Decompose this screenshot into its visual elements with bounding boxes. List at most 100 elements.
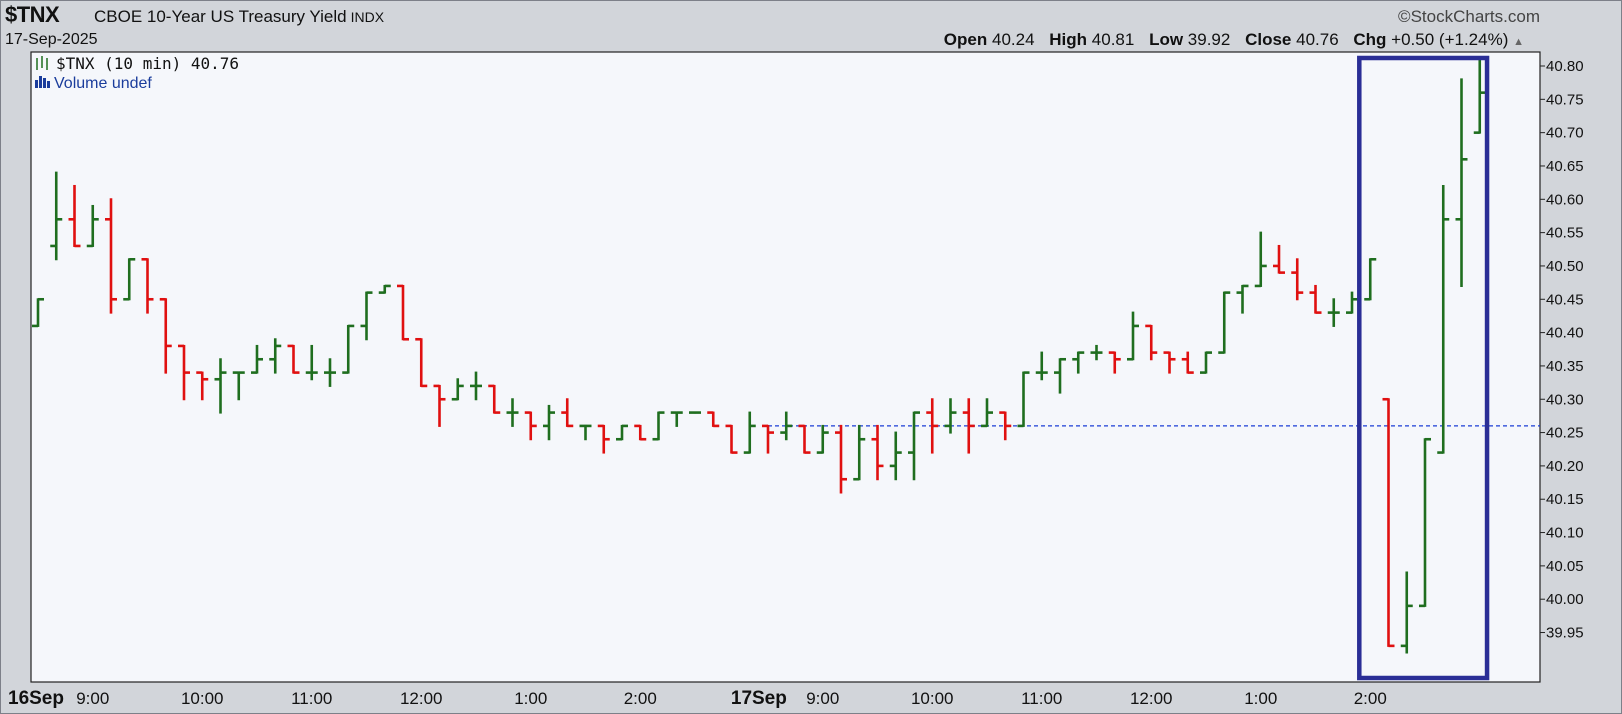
ohlc-bar xyxy=(835,424,847,494)
ohlc-bar xyxy=(1309,284,1322,314)
ohlc-bar xyxy=(1400,571,1413,654)
ohlc-bar xyxy=(269,338,282,374)
y-tick-label: 40.65 xyxy=(1546,158,1584,175)
y-tick-label: 40.15 xyxy=(1546,491,1584,508)
ohlc-bar xyxy=(1382,397,1395,648)
ohlc-bar xyxy=(908,411,920,481)
highlight-box-group xyxy=(1357,55,1490,681)
ohlc-bar xyxy=(1218,291,1231,354)
ohlc-bar xyxy=(1455,78,1468,287)
high-label: High xyxy=(1049,30,1088,49)
ohlc-bar xyxy=(543,404,555,441)
y-tick-label: 40.75 xyxy=(1546,91,1584,108)
ohlc-bar xyxy=(1327,298,1340,327)
close-value: 40.76 xyxy=(1296,30,1339,49)
x-tick-label: 17Sep xyxy=(731,688,787,709)
y-tick-label: 40.60 xyxy=(1546,191,1584,208)
ohlc-bar xyxy=(32,297,44,328)
price-legend-icon xyxy=(36,56,48,70)
ohlc-bar xyxy=(1346,291,1358,314)
x-tick-label: 11:00 xyxy=(1021,689,1062,708)
plot-area xyxy=(30,51,1541,683)
brand-watermark: ©StockCharts.com xyxy=(1398,7,1540,26)
ohlc-bar xyxy=(123,257,136,301)
y-tick-label: 39.95 xyxy=(1546,625,1584,642)
x-tick-label: 2:00 xyxy=(624,689,657,708)
open-value: 40.24 xyxy=(991,30,1035,49)
ohlc-bar xyxy=(634,424,647,441)
ohlc-bar xyxy=(415,337,428,388)
y-tick-label: 40.25 xyxy=(1546,425,1584,442)
ohlc-bar xyxy=(616,424,628,441)
ohlc-bar xyxy=(670,411,683,427)
instrument-name: CBOE 10-Year US Treasury Yield INDX xyxy=(94,7,384,27)
ohlc-bar xyxy=(1181,351,1194,374)
instrument-name-text: CBOE 10-Year US Treasury Yield xyxy=(94,7,347,26)
x-tick-label: 12:00 xyxy=(400,689,443,708)
ohlc-bar xyxy=(433,384,446,427)
close-label: Close xyxy=(1245,30,1292,49)
ohlc-bar xyxy=(999,411,1012,441)
ohlc-bar xyxy=(743,411,756,454)
y-tick-label: 40.70 xyxy=(1546,125,1584,142)
ohlc-bar xyxy=(707,411,720,428)
ohlc-bar xyxy=(360,291,373,341)
ohlc-bar xyxy=(1145,324,1158,361)
volume-legend-label: Volume undef xyxy=(54,75,152,92)
ohlc-bar xyxy=(397,284,409,341)
ohlc-bar xyxy=(689,411,701,414)
ohlc-bar xyxy=(561,398,574,428)
chart-date: 17-Sep-2025 xyxy=(5,31,98,48)
ohlc-bar xyxy=(451,378,464,401)
y-tick-label: 40.05 xyxy=(1546,558,1584,575)
ohlc-bar xyxy=(50,171,63,261)
ohlc-bar xyxy=(762,424,774,454)
y-tick-label: 40.30 xyxy=(1546,391,1584,408)
ohlc-bar xyxy=(105,198,117,314)
open-label: Open xyxy=(943,30,988,49)
x-tick-label: 12:00 xyxy=(1130,689,1173,708)
x-tick-label: 9:00 xyxy=(806,689,839,708)
ohlc-bar xyxy=(378,284,391,294)
ohlc-bar xyxy=(86,204,99,248)
legend: $TNX (10 min) 40.76 Volume undef xyxy=(35,54,239,92)
ohlc-bar xyxy=(287,344,300,374)
ohlc-bar xyxy=(524,411,537,441)
ohlc-bar xyxy=(1419,437,1431,608)
symbol-title: $TNX xyxy=(5,2,60,27)
ohlc-bar xyxy=(251,344,263,374)
ohlc-bar xyxy=(470,371,482,401)
ohlc-bar xyxy=(853,424,866,481)
y-tick-label: 40.80 xyxy=(1546,58,1584,75)
y-tick-label: 40.55 xyxy=(1546,225,1584,242)
ohlc-bar xyxy=(488,384,501,414)
ohlc-readout: Open 40.24 High 40.81 Low 39.92 Close 40… xyxy=(944,30,1524,50)
ohlc-bar xyxy=(68,184,81,248)
ohlc-bar xyxy=(1236,284,1249,314)
ohlc-bar xyxy=(1364,257,1377,301)
ohlc-bar xyxy=(725,424,738,454)
ohlc-bar xyxy=(1090,344,1103,361)
ohlc-bar xyxy=(214,358,227,414)
y-tick-label: 40.35 xyxy=(1546,358,1584,375)
change-value: +0.50 (+1.24%) xyxy=(1391,30,1509,49)
volume-legend-icon xyxy=(35,76,50,88)
ohlc-bar xyxy=(652,411,665,441)
ohlc-bar xyxy=(1035,351,1048,381)
ohlc-bar xyxy=(1291,258,1304,301)
ohlc-bar xyxy=(981,398,993,428)
ohlc-bar xyxy=(305,344,318,381)
ohlc-bar xyxy=(1163,351,1176,374)
ohlc-bar xyxy=(232,371,245,401)
ohlc-bar xyxy=(798,424,811,454)
ohlc-bars xyxy=(32,58,1486,654)
y-tick-label: 40.00 xyxy=(1546,591,1584,608)
ohlc-bar xyxy=(780,411,793,441)
ohlc-bar xyxy=(579,424,592,441)
ohlc-bar xyxy=(342,324,355,374)
ohlc-bar xyxy=(1054,357,1066,394)
ohlc-bar xyxy=(1127,311,1139,361)
ohlc-bar xyxy=(1437,184,1450,454)
ohlc-bar xyxy=(926,398,939,454)
